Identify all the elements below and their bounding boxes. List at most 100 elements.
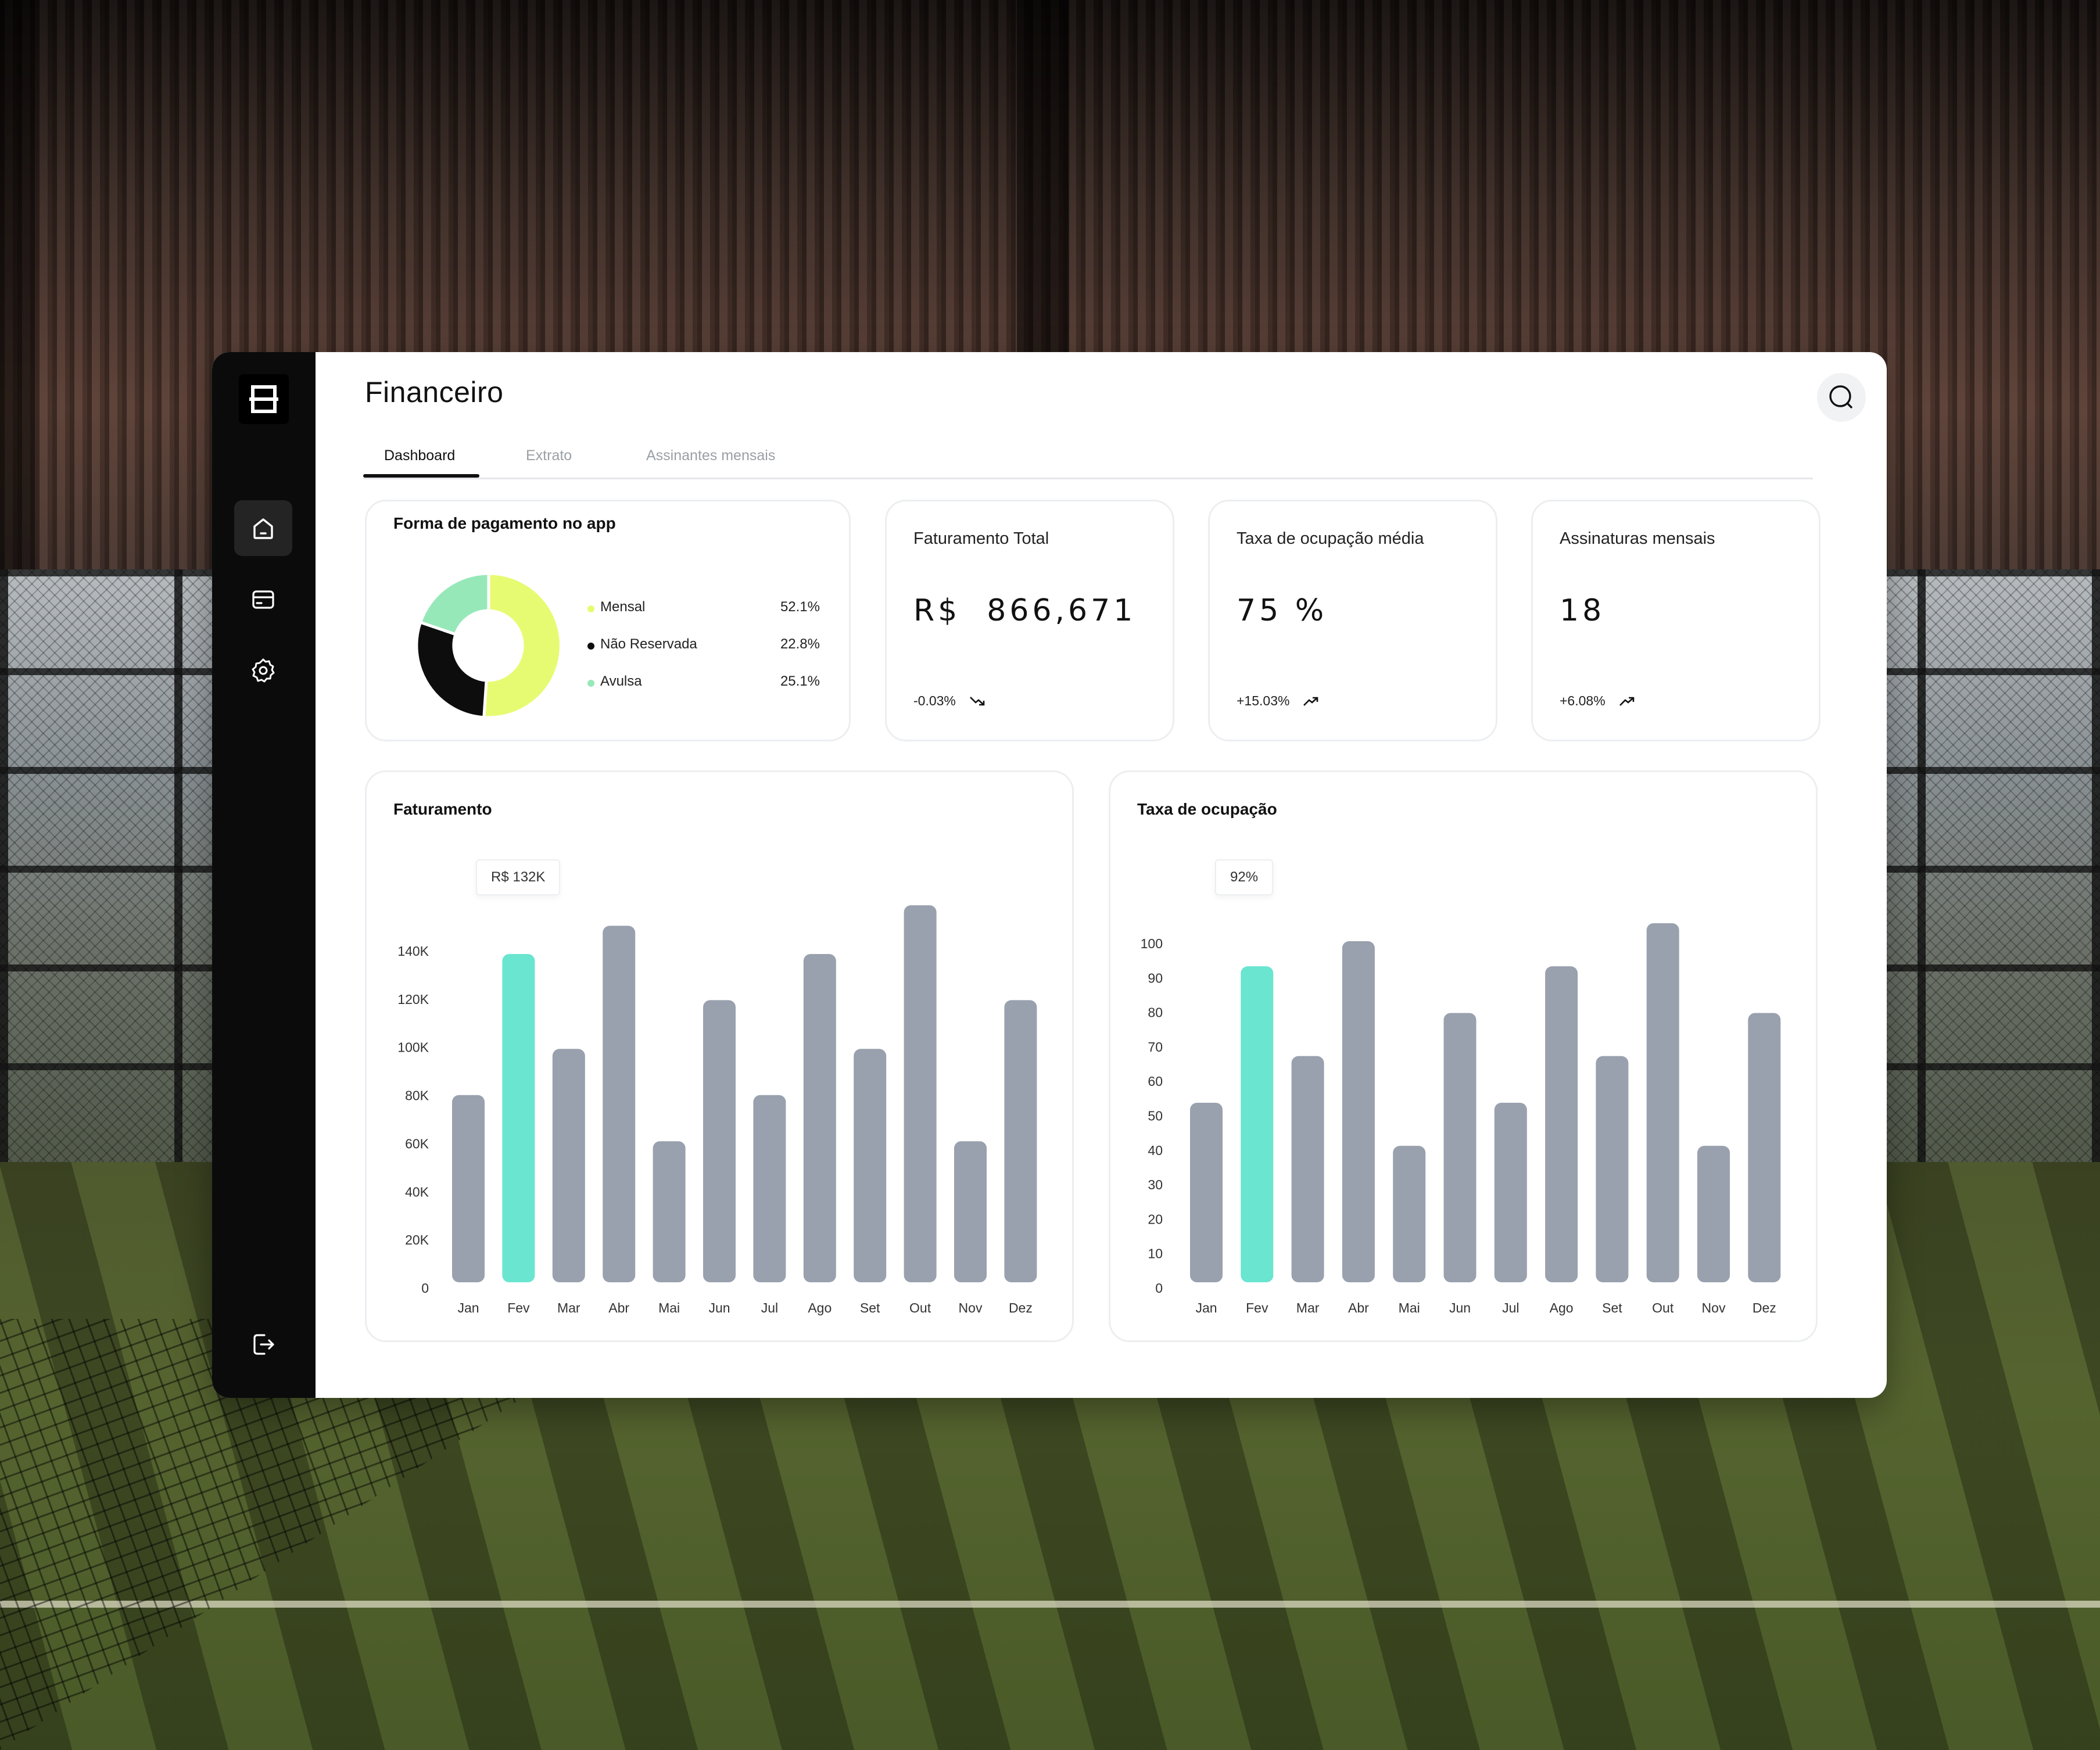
- chart-bar[interactable]: [1393, 1146, 1426, 1282]
- chart-bar[interactable]: [1241, 966, 1274, 1282]
- logo-icon: [249, 385, 278, 413]
- x-tick-label: Set: [860, 1300, 880, 1315]
- legend-dot: [587, 643, 594, 650]
- x-tick-label: Fev: [507, 1300, 530, 1315]
- y-tick-label: 40K: [405, 1184, 429, 1199]
- kpi-card-taxa-ocupacao-media: Taxa de ocupação média 75 % +15.03%: [1208, 500, 1497, 741]
- kpi-label: Assinaturas mensais: [1560, 529, 1715, 548]
- y-tick-label: 120K: [397, 992, 429, 1007]
- logout-button[interactable]: [234, 1317, 292, 1372]
- y-tick-label: 0: [421, 1281, 429, 1296]
- chart-bar[interactable]: [653, 1141, 686, 1282]
- logout-icon: [253, 1334, 274, 1355]
- tab-dashboard[interactable]: Dashboard: [384, 447, 456, 464]
- kpi-label: Taxa de ocupação média: [1237, 529, 1424, 548]
- x-tick-label: Set: [1602, 1300, 1622, 1315]
- tab-extrato[interactable]: Extrato: [526, 447, 572, 464]
- x-tick-label: Fev: [1246, 1300, 1268, 1315]
- donut-segment-mensal: [482, 572, 562, 719]
- trend-up-icon: [1303, 697, 1318, 706]
- chart-tooltip: R$ 132K: [476, 859, 561, 895]
- x-tick-label: Dez: [1753, 1300, 1776, 1315]
- credit-card-icon: [252, 590, 274, 609]
- y-tick-label: 80: [1148, 1005, 1163, 1020]
- kpi-card-faturamento-total: Faturamento Total R$ 866,671 -0.03%: [885, 500, 1174, 741]
- y-tick-label: 100K: [397, 1040, 429, 1055]
- x-tick-label: Abr: [608, 1300, 629, 1315]
- legend-label: Avulsa: [600, 673, 642, 689]
- background-beam: [0, 0, 35, 581]
- kpi-delta-value: +15.03%: [1237, 693, 1290, 708]
- page-title: Financeiro: [365, 376, 504, 408]
- chart-bar[interactable]: [703, 1000, 736, 1282]
- y-tick-label: 40: [1148, 1143, 1163, 1158]
- chart-bar[interactable]: [1646, 923, 1679, 1282]
- x-tick-label: Jan: [457, 1300, 479, 1315]
- main-content: Financeiro Dashboard Extrato Assinantes …: [316, 352, 1887, 1398]
- tab-assinantes-mensais[interactable]: Assinantes mensais: [646, 447, 776, 464]
- donut-segment-nao-reservada: [415, 620, 488, 719]
- y-tick-label: 10: [1148, 1246, 1163, 1261]
- kpi-value: 18: [1560, 593, 1606, 628]
- y-tick-label: 100: [1141, 936, 1163, 951]
- x-tick-label: Jul: [1502, 1300, 1519, 1315]
- background-court-line: [0, 1601, 2100, 1608]
- chart-bar[interactable]: [1190, 1103, 1223, 1282]
- kpi-card-assinaturas-mensais: Assinaturas mensais 18 +6.08%: [1531, 500, 1821, 741]
- sidebar-item-home[interactable]: [234, 500, 292, 556]
- chart-bar[interactable]: [1596, 1056, 1629, 1282]
- chart-bar[interactable]: [1443, 1013, 1477, 1283]
- chart-bar[interactable]: [854, 1049, 887, 1282]
- chart-title: Taxa de ocupação: [1137, 800, 1277, 818]
- y-tick-label: 140K: [397, 944, 429, 959]
- chart-bar[interactable]: [1494, 1103, 1527, 1282]
- legend-percent: 52.1%: [780, 599, 820, 615]
- gear-icon: [252, 658, 275, 683]
- y-tick-label: 50: [1148, 1109, 1163, 1124]
- tab-bar: Dashboard Extrato Assinantes mensais: [363, 439, 1813, 479]
- x-tick-label: Mar: [557, 1300, 580, 1315]
- donut-segment-avulsa: [418, 572, 490, 636]
- home-icon: [253, 518, 273, 539]
- search-button[interactable]: [1817, 373, 1866, 422]
- trend-down-icon: [969, 696, 985, 705]
- chart-bar[interactable]: [803, 953, 836, 1282]
- chart-bar[interactable]: [1004, 1000, 1037, 1282]
- chart-bar[interactable]: [452, 1095, 485, 1282]
- y-tick-label: 90: [1148, 970, 1163, 985]
- app-logo[interactable]: [239, 374, 289, 424]
- chart-title: Faturamento: [393, 800, 492, 818]
- chart-bar[interactable]: [603, 926, 636, 1282]
- x-tick-label: Jun: [1449, 1300, 1471, 1315]
- x-tick-label: Jul: [761, 1300, 778, 1315]
- chart-bar[interactable]: [1697, 1146, 1730, 1282]
- x-tick-label: Dez: [1009, 1300, 1033, 1315]
- chart-bar[interactable]: [1291, 1056, 1324, 1282]
- x-tick-label: Nov: [1702, 1300, 1726, 1315]
- kpi-value: R$ 866,671: [913, 593, 1137, 628]
- chart-bar[interactable]: [502, 953, 535, 1282]
- sidebar-item-payments[interactable]: [234, 572, 292, 627]
- chart-bar[interactable]: [1748, 1013, 1781, 1283]
- x-tick-label: Ago: [808, 1300, 832, 1315]
- sidebar-item-settings[interactable]: [234, 643, 292, 698]
- x-tick-label: Ago: [1550, 1300, 1574, 1315]
- legend-item: Não Reservada 22.8%: [587, 635, 820, 658]
- y-tick-label: 30: [1148, 1177, 1163, 1192]
- chart-bar[interactable]: [753, 1095, 786, 1282]
- legend-item: Mensal 52.1%: [587, 598, 820, 621]
- y-tick-label: 70: [1148, 1039, 1163, 1055]
- x-tick-label: Mai: [658, 1300, 680, 1315]
- chart-bar[interactable]: [1545, 966, 1578, 1282]
- kpi-delta-value: +6.08%: [1560, 693, 1606, 708]
- x-tick-label: Abr: [1348, 1300, 1369, 1315]
- legend-item: Avulsa 25.1%: [587, 672, 820, 695]
- x-tick-label: Out: [909, 1300, 931, 1315]
- kpi-value: 75 %: [1237, 593, 1328, 628]
- x-tick-label: Jun: [708, 1300, 730, 1315]
- chart-bar[interactable]: [954, 1141, 987, 1282]
- y-tick-label: 20: [1148, 1211, 1163, 1227]
- chart-bar[interactable]: [1342, 941, 1375, 1282]
- chart-bar[interactable]: [904, 905, 937, 1282]
- chart-bar[interactable]: [552, 1049, 585, 1282]
